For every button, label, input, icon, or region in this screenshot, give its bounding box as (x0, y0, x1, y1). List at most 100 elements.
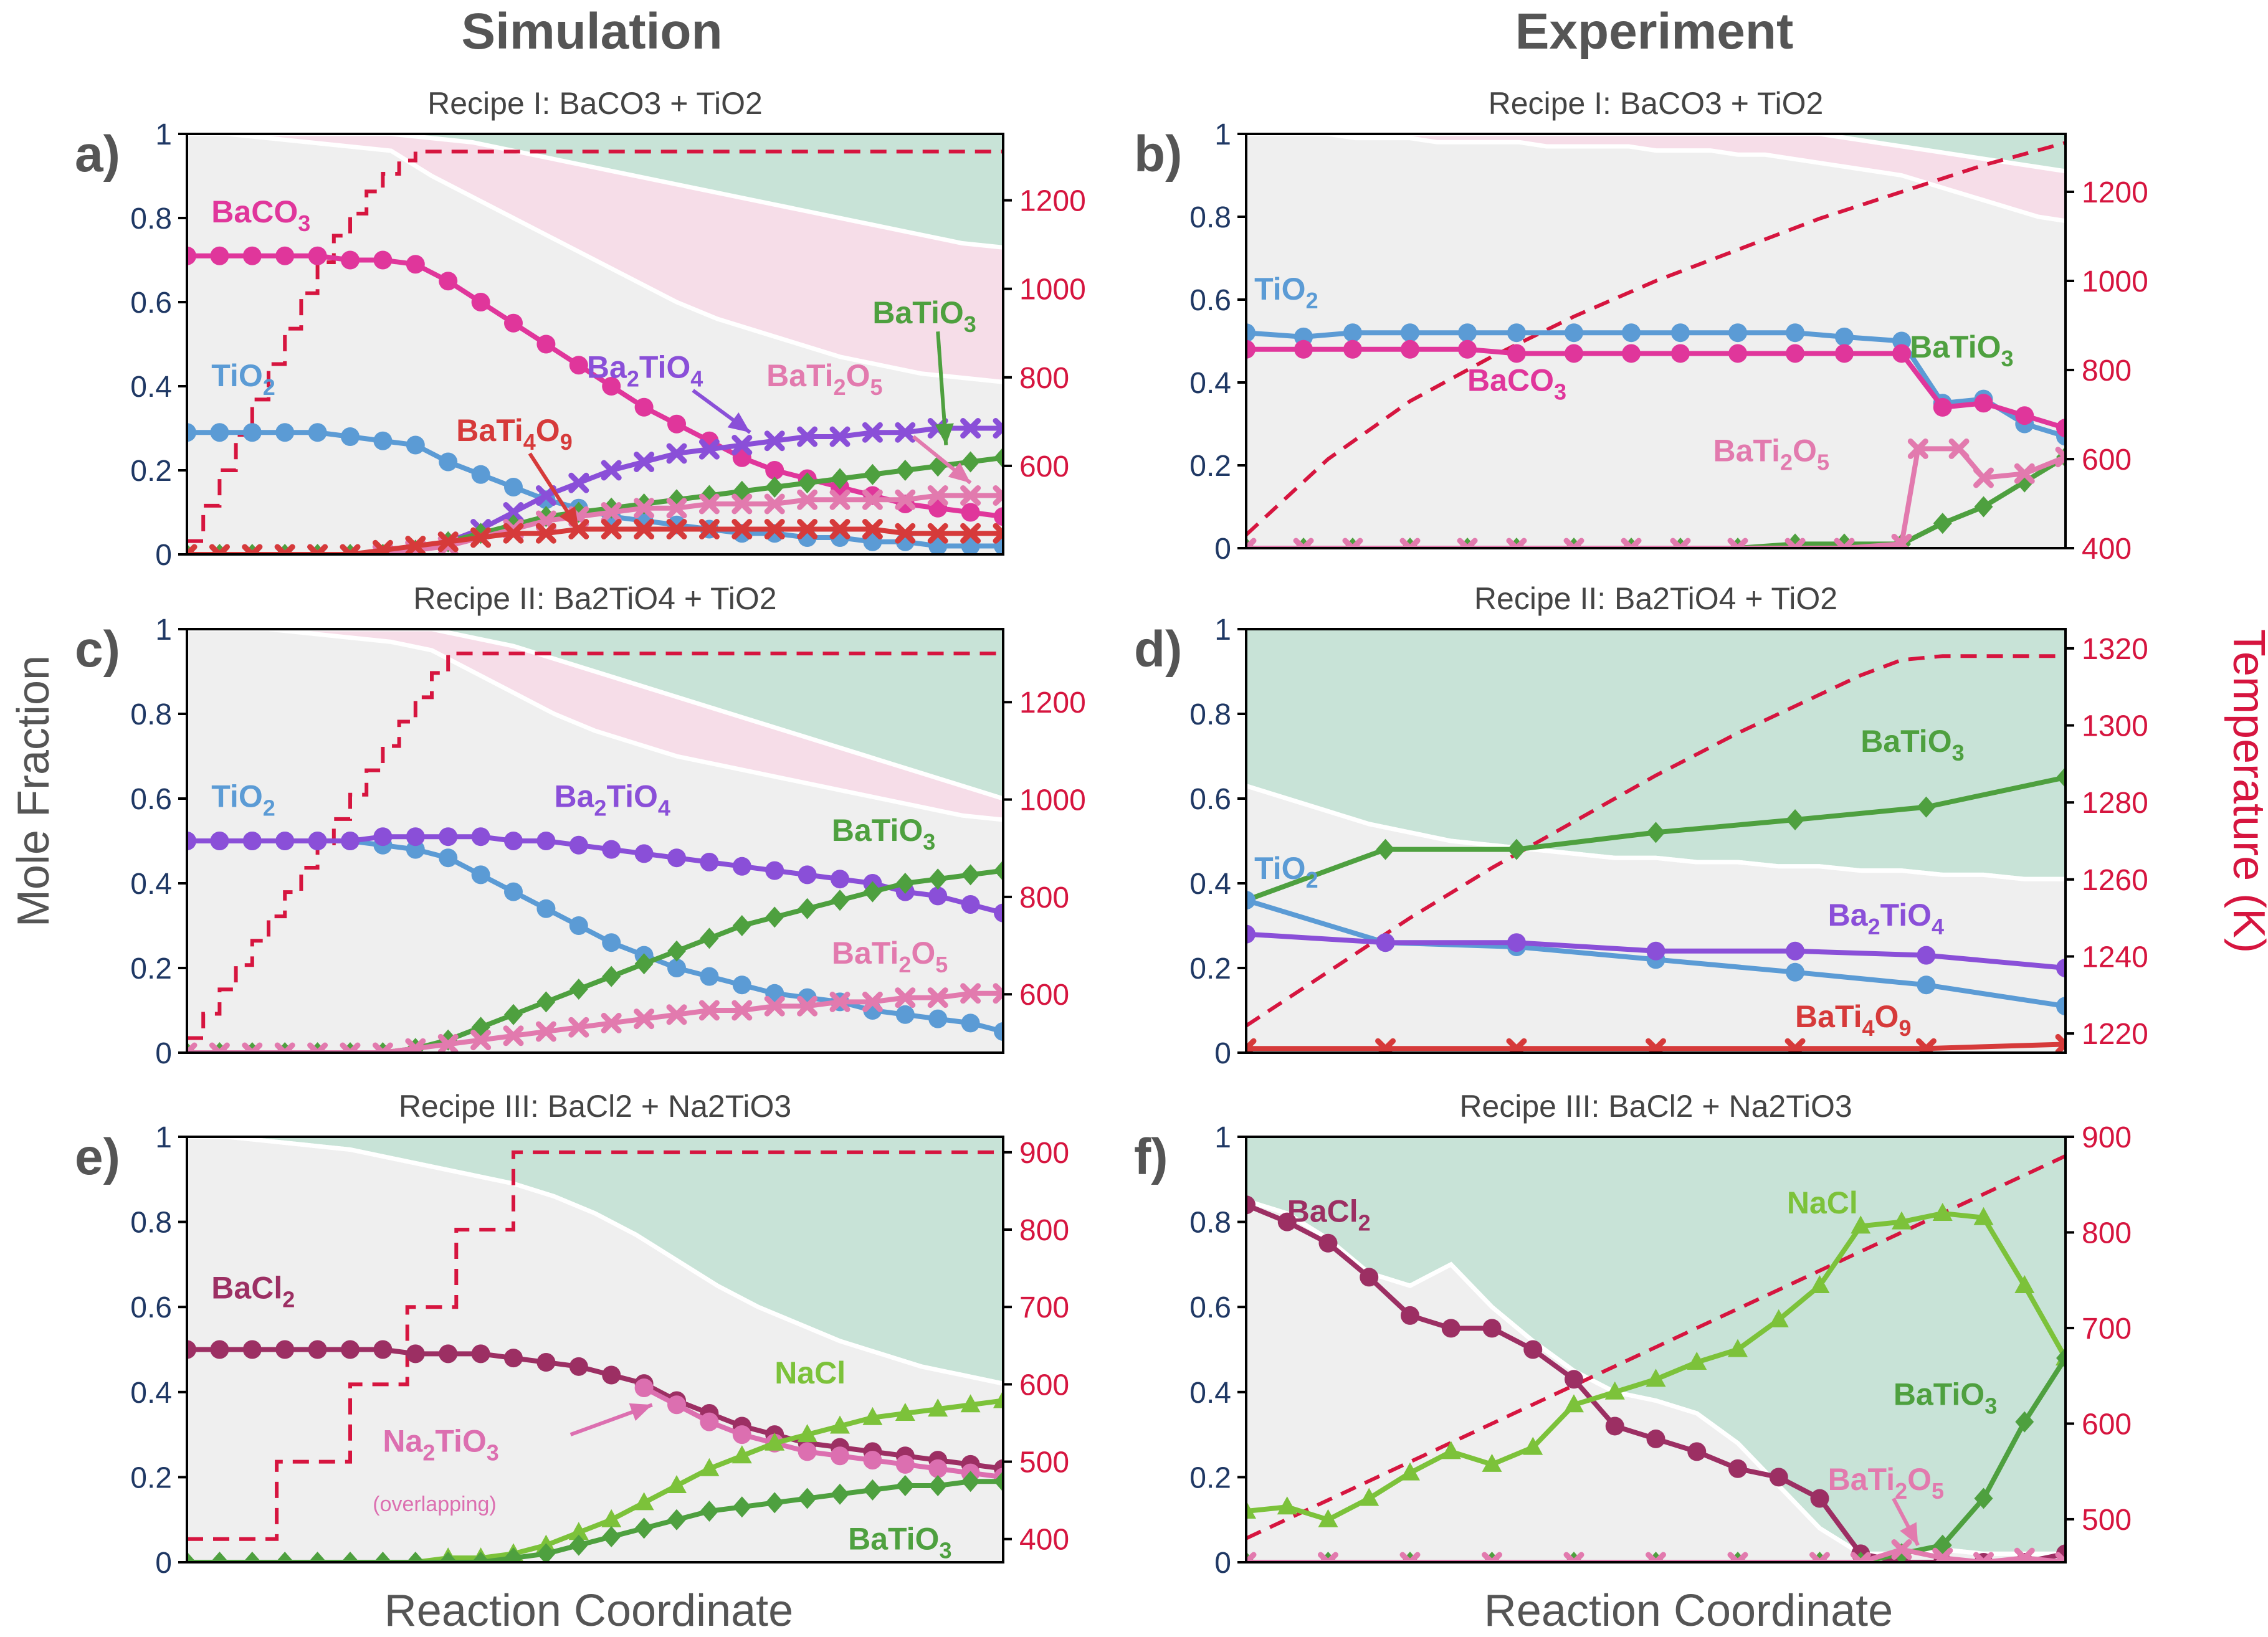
panel-c-label: c) (75, 621, 120, 678)
panel-f-temp-tick-label: 700 (2082, 1312, 2132, 1345)
panel-b-temp-tick-label: 400 (2082, 533, 2132, 566)
panel-f-series-BaCl2-point (1441, 1319, 1460, 1338)
panel-e-series-NaCl-point (797, 1424, 817, 1443)
panel-c-series-BaTi2O5-point (960, 983, 981, 1004)
panel-b-series-TiO2-point (1786, 323, 1805, 343)
panel-a-series-BaTi4O9-point (340, 544, 361, 554)
panel-a: BaCO3TiO2Ba2TiO4BaTiO3BaTi2O5BaTi4O900.2… (75, 86, 1086, 572)
panel-d-series-label-BaTi4O9-sub: 4 (1862, 1015, 1875, 1041)
panel-a-plot-area (187, 134, 1003, 554)
panel-e-series-BaTiO3-point (187, 1552, 196, 1562)
panel-b-plot-area (1246, 134, 2066, 548)
panel-a-series-label-TiO2-sub: 2 (263, 374, 275, 400)
panel-f-series-BaCl2-point (1646, 1429, 1665, 1448)
panel-c-series-label-TiO2-sub: 2 (263, 795, 275, 821)
panel-b-series-BaCO3-point (1401, 339, 1419, 359)
panel-a-temp-tick-label: 600 (1019, 450, 1069, 483)
panel-e-series-label-Na2TiO3-part2: TiO (435, 1423, 486, 1458)
panel-e-series-BaCl2-point (373, 1340, 393, 1359)
panel-d-series-BaTiO3-point (1507, 838, 1526, 860)
panel-a-series-BaTi2O5-point (797, 489, 818, 510)
panel-c-series-BaTiO3-point (765, 906, 784, 928)
panel-b-series-BaCO3-point (1343, 339, 1362, 359)
panel-c-series-BaTi2O5-point (340, 1042, 361, 1053)
panel-f-series-BaCl2-point (1401, 1306, 1419, 1325)
panel-b-series-TiO2-point (1401, 323, 1419, 343)
panel-d-ytick-label: 0.6 (1189, 783, 1231, 816)
panel-b-series-TiO2-point (1622, 323, 1641, 343)
panel-c-region-boundary (187, 629, 1003, 822)
panel-c-series-BaTi2O5-point (568, 1017, 589, 1038)
panel-b-series-BaTi2O5-point (2055, 447, 2066, 468)
panel-a-series-BaTiO3-point (961, 451, 980, 473)
panel-f-series-BaCl2-point (1523, 1340, 1543, 1359)
panel-a-series-TiO2-point (210, 423, 229, 442)
panel-a-series-BaCO3-point (994, 507, 1003, 526)
panel-a-series-BaTi4O9-point (895, 523, 916, 544)
panel-d-series-label-BaTi4O9-part: BaTi (1795, 999, 1862, 1034)
panel-a-series-label-BaTi4O9: BaTi4O9 (456, 413, 572, 455)
panel-d-series-label-Ba2TiO4-part: Ba (1828, 898, 1869, 932)
panel-f-series-BaTiO3-line (1246, 1356, 2066, 1562)
panel-b-series-TiO2-point (1834, 327, 1854, 346)
panel-e-frame (186, 1136, 1004, 1563)
panel-f-series-NaCl-point (1809, 1275, 1830, 1294)
panel-b-series-label-BaTiO3-sub: 3 (2001, 346, 2013, 371)
panel-e-series-BaTiO3-point (536, 1543, 556, 1562)
panel-d-ytick-label: 1 (1214, 614, 1231, 647)
panel-c-series-BaTiO3-point (732, 915, 751, 936)
panel-e-series-NaCl-point (667, 1475, 687, 1494)
panel-f-series-NaCl-point (1482, 1453, 1502, 1472)
panel-b-series-label-TiO2-sub: 2 (1306, 288, 1318, 313)
panel-a-series-TiO2-point (373, 431, 393, 450)
panel-e-ytick-label: 0 (155, 1547, 172, 1580)
panel-f-series-label-BaTiO3-part: BaTiO (1894, 1377, 1984, 1412)
panel-a-series-BaCO3-point (439, 272, 458, 291)
panel-a-series-Ba2TiO4-point (698, 439, 720, 460)
panel-d-series-label-Ba2TiO4: Ba2TiO4 (1828, 898, 1944, 939)
panel-c-series-TiO2-point (569, 916, 588, 935)
panel-c-series-TiO2-point (471, 865, 490, 885)
panel-f-series-BaTi2O5-point (1891, 1539, 1912, 1560)
panel-c-series-Ba2TiO4-point (187, 832, 196, 850)
panel-f-series-BaTi2O5-point (1932, 1547, 1953, 1562)
panel-f-series-NaCl-point (1851, 1215, 1871, 1234)
panel-d-series-TiO2-point (1786, 962, 1805, 982)
panel-c-series-BaTi2O5-point (764, 995, 785, 1017)
panel-c-series-TiO2-point (439, 848, 458, 868)
panel-b-series-BaCO3-point (1933, 397, 1952, 417)
panel-c-ytick-label: 0.6 (130, 783, 172, 816)
panel-a-series-BaCO3-point (961, 503, 980, 522)
panel-c-series-TiO2-point (536, 899, 556, 918)
panel-a-series-BaCO3-point (341, 250, 360, 270)
panel-e-series-Na2TiO3-point (667, 1395, 686, 1415)
panel-a-series-Ba2TiO4-point (797, 426, 818, 447)
panel-d-series-BaTi4O9-point (1646, 1038, 1666, 1053)
panel-f-frame (1245, 1136, 2067, 1563)
panel-e-temp-tick-label: 500 (1019, 1446, 1069, 1479)
panel-c-series-Ba2TiO4-point (961, 895, 980, 914)
panel-e-series-NaCl-point (830, 1415, 850, 1434)
panel-c-series-Ba2TiO4-point (765, 861, 784, 880)
panel-a-label: a) (75, 126, 120, 183)
panel-a-frame (186, 133, 1004, 556)
panel-d-series-label-Ba2TiO4-part2: TiO (1880, 898, 1932, 932)
panel-e-series-label-BaCl2-part: BaCl (211, 1271, 282, 1306)
panel-c-series-label-Ba2TiO4: Ba2TiO4 (555, 779, 670, 821)
panel-a-series-BaTi2O5-point (731, 493, 753, 515)
panel-f-arrow-head (1900, 1522, 1918, 1545)
panel-a-ytick-label: 1 (155, 118, 172, 151)
panel-a-series-TiO2-point (406, 435, 425, 455)
x-axis-label-right: Reaction Coordinate (1484, 1586, 1893, 1636)
panel-c-series-Ba2TiO4-point (439, 827, 458, 847)
panel-b-series-label-BaTi2O5-part: BaTi (1713, 433, 1780, 468)
panel-c-series-Ba2TiO4-point (831, 870, 849, 889)
panel-a-title: Recipe I: BaCO3 + TiO2 (427, 86, 763, 121)
panel-f-series-BaTi2O5-point (1809, 1552, 1830, 1562)
panel-a-series-BaTi4O9-point (797, 519, 818, 539)
panel-a-series-BaCO3-point (406, 255, 425, 274)
panel-d-series-Ba2TiO4-point (1917, 946, 1936, 965)
panel-e-series-label-NaCl: NaCl (774, 1355, 846, 1390)
panel-d-series-label-BaTi4O9-part2: O (1875, 999, 1899, 1034)
panel-c-series-TiO2-point (504, 882, 523, 901)
